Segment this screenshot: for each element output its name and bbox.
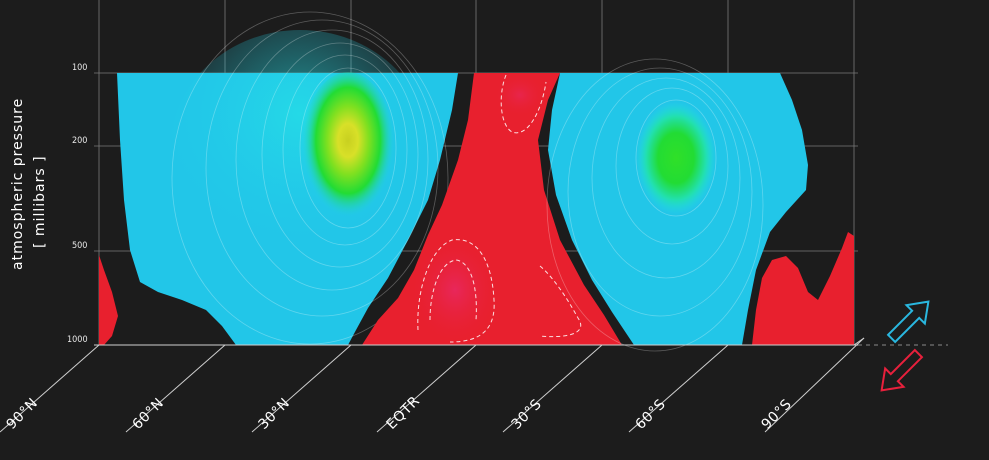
y-axis-label-line2: [ millibars ] [32, 155, 48, 248]
pressure-ticks: 100 200 500 1000 [67, 63, 88, 345]
tick-100: 100 [72, 63, 87, 73]
up-arrow-icon [886, 300, 930, 344]
contours-south [546, 58, 764, 352]
jet-core-north [302, 72, 394, 224]
lat-label-90s: 90°S [759, 396, 796, 433]
y-axis-label-line1: atmospheric pressure [10, 98, 26, 270]
red-left-cell [99, 255, 118, 345]
contours-north [171, 11, 449, 345]
tick-200: 200 [72, 136, 87, 146]
tick-1000: 1000 [67, 335, 88, 345]
down-arrow-icon [880, 348, 924, 392]
lat-label-30s: 30°S [509, 396, 546, 433]
latitude-labels: 90°N 60°N 30°N EQTR 30°S 60°S 90°S [4, 393, 796, 433]
dashed-contours-equator [417, 74, 582, 343]
lat-label-eqtr: EQTR [384, 393, 424, 433]
y-axis-title: atmospheric pressure [ millibars ] [10, 98, 48, 270]
red-right-cell [752, 232, 854, 345]
ground-perspective-lines [0, 337, 865, 433]
jet-core-south [636, 102, 716, 214]
tick-500: 500 [72, 241, 87, 251]
